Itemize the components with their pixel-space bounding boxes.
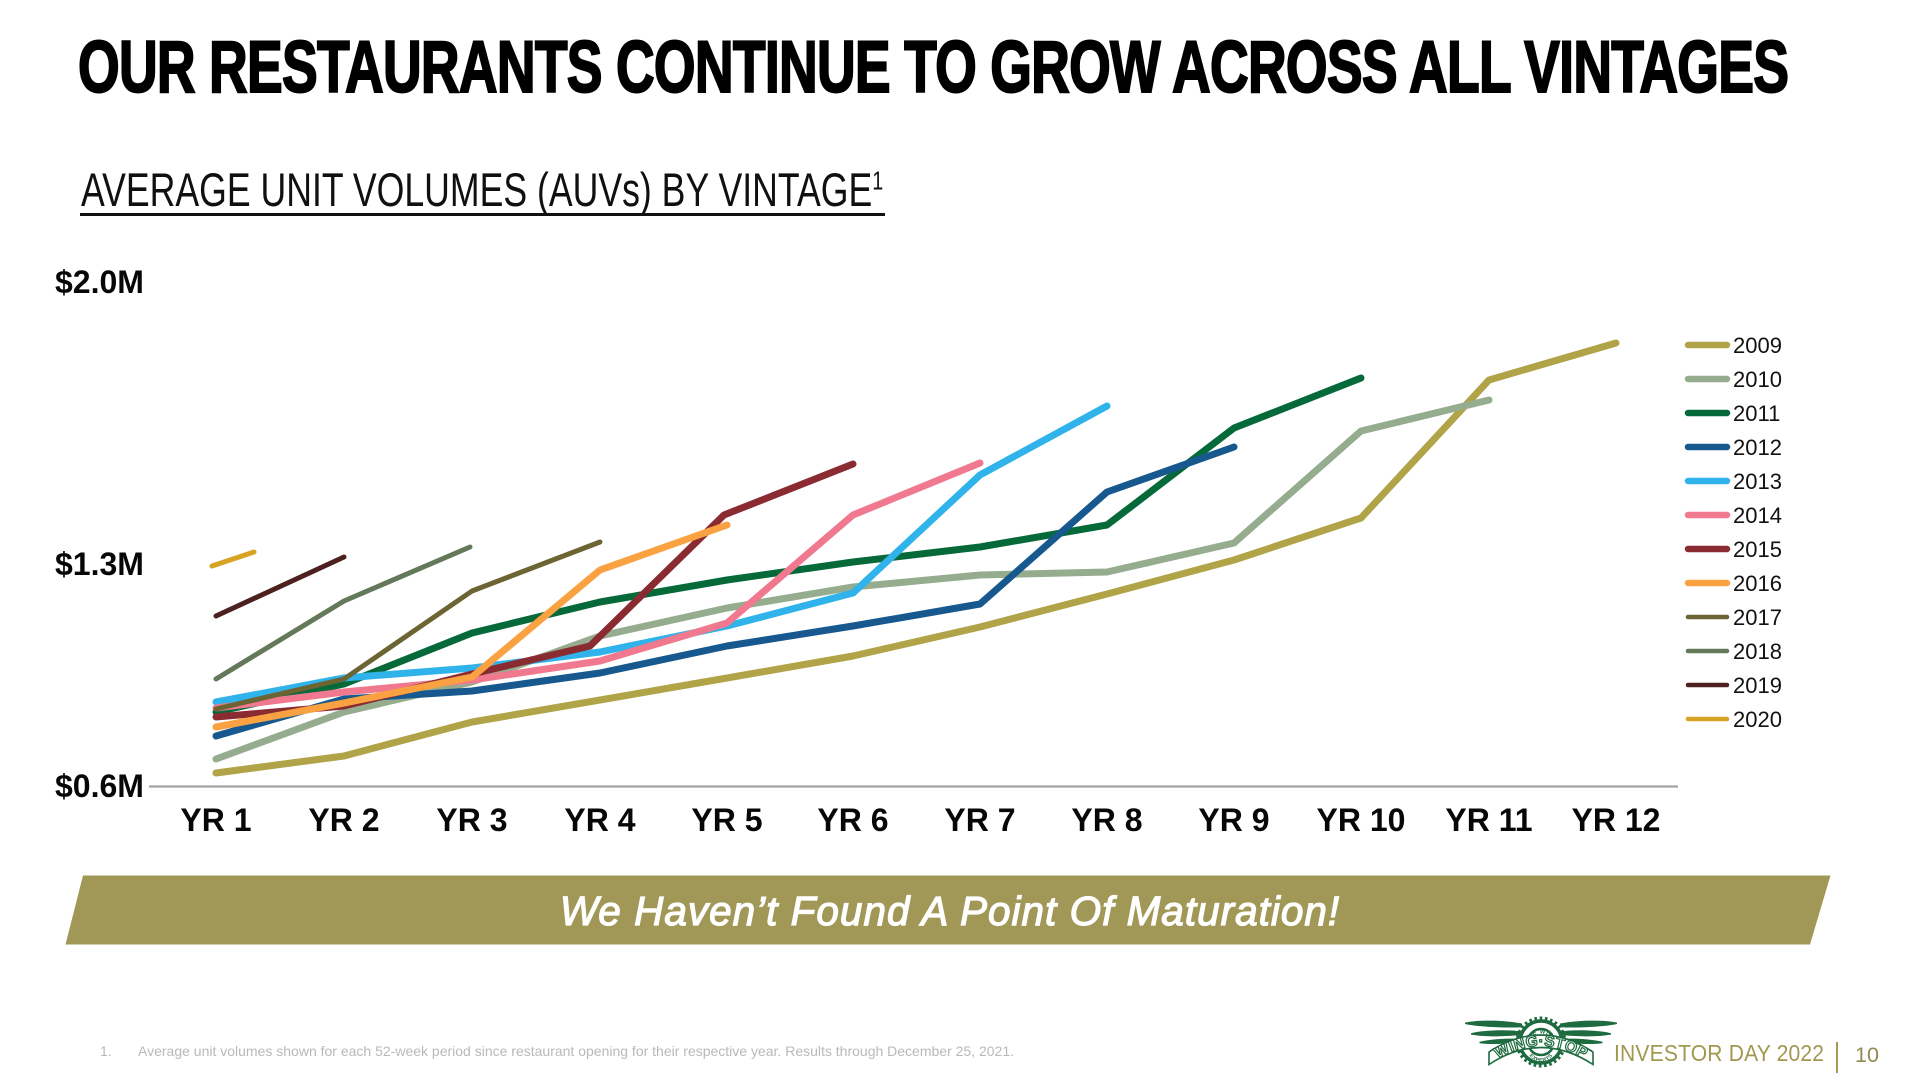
svg-text:2020: 2020	[1733, 707, 1782, 732]
svg-text:2012: 2012	[1733, 435, 1782, 460]
svg-text:YR 9: YR 9	[1198, 802, 1269, 838]
svg-text:YR 10: YR 10	[1317, 802, 1406, 838]
svg-text:YR 1: YR 1	[180, 802, 251, 838]
svg-text:2013: 2013	[1733, 469, 1782, 494]
svg-text:2009: 2009	[1733, 333, 1782, 358]
svg-text:2019: 2019	[1733, 673, 1782, 698]
svg-text:2014: 2014	[1733, 503, 1782, 528]
svg-text:2011: 2011	[1733, 401, 1780, 426]
svg-text:YR 7: YR 7	[944, 802, 1015, 838]
svg-text:$1.3M: $1.3M	[55, 546, 144, 582]
svg-text:2018: 2018	[1733, 639, 1782, 664]
svg-text:YR 5: YR 5	[691, 802, 762, 838]
svg-text:2015: 2015	[1733, 537, 1782, 562]
svg-text:YR 12: YR 12	[1572, 802, 1661, 838]
svg-text:YR 2: YR 2	[308, 802, 379, 838]
svg-text:2017: 2017	[1733, 605, 1782, 630]
svg-text:YR 11: YR 11	[1445, 802, 1532, 838]
svg-text:2016: 2016	[1733, 571, 1782, 596]
svg-text:YR 3: YR 3	[436, 802, 507, 838]
svg-text:YR 4: YR 4	[564, 802, 635, 838]
svg-text:EXPERTS: EXPERTS	[1528, 1053, 1555, 1064]
svg-text:YR 8: YR 8	[1071, 802, 1142, 838]
svg-text:2010: 2010	[1733, 367, 1782, 392]
svg-text:$0.6M: $0.6M	[55, 768, 144, 804]
svg-text:YR 6: YR 6	[817, 802, 888, 838]
svg-text:$2.0M: $2.0M	[55, 264, 144, 300]
